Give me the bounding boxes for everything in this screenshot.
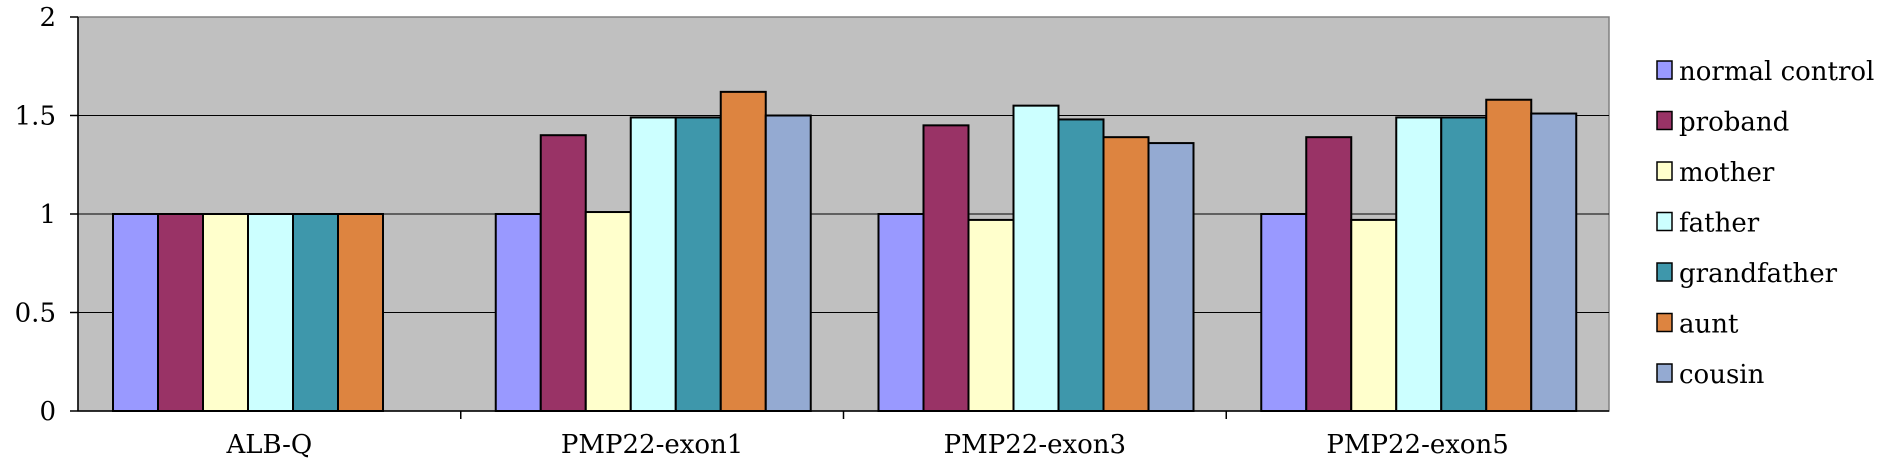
bar-proband xyxy=(539,134,587,412)
legend-swatch xyxy=(1656,110,1673,131)
bar-proband xyxy=(1305,136,1353,412)
y-tick-label: 2 xyxy=(39,3,56,33)
bars-group xyxy=(112,90,1578,413)
legend-label: proband xyxy=(1679,108,1789,138)
bar-aunt xyxy=(1485,98,1533,413)
legend-label: father xyxy=(1679,209,1760,239)
bar-father xyxy=(247,213,294,412)
bar-cousin xyxy=(764,114,812,412)
legend-swatch xyxy=(1656,211,1673,232)
bar-cousin xyxy=(1147,142,1195,413)
bar-normal-control xyxy=(877,213,925,412)
bar-aunt xyxy=(337,213,384,412)
bar-mother xyxy=(584,211,632,412)
bar-father xyxy=(629,116,677,412)
x-category-label: PMP22-exon3 xyxy=(944,430,1126,460)
bar-aunt xyxy=(719,90,767,413)
bar-proband xyxy=(157,213,204,412)
bar-normal-control xyxy=(112,213,159,412)
legend-swatch xyxy=(1656,60,1673,80)
bar-father xyxy=(1395,116,1443,412)
bar-grandfather xyxy=(292,213,339,412)
legend: normal control proband mother father grandfa… xyxy=(1656,57,1874,390)
bar-aunt xyxy=(1102,136,1150,412)
legend-swatch xyxy=(1656,312,1673,333)
x-axis-ticks: ALB-Q PMP22-exon1 PMP22-exon3 PMP22-exon5 xyxy=(226,411,1509,460)
y-tick-label: 0 xyxy=(39,397,56,427)
bar-mother xyxy=(967,218,1015,412)
bar-grandfather xyxy=(1057,118,1105,412)
bar-grandfather xyxy=(674,116,722,412)
legend-label: grandfather xyxy=(1679,259,1838,289)
y-tick-label: 0.5 xyxy=(15,299,56,329)
legend-label: normal control xyxy=(1679,57,1874,87)
bar-cousin xyxy=(1530,112,1578,412)
bar-proband xyxy=(922,124,970,412)
bar-father xyxy=(1012,104,1060,413)
x-category-label: PMP22-exon1 xyxy=(561,430,743,460)
legend-label: aunt xyxy=(1679,310,1739,340)
y-tick-label: 1 xyxy=(39,200,56,230)
legend-swatch xyxy=(1656,161,1673,181)
bar-grandfather xyxy=(1440,116,1488,412)
legend-label: mother xyxy=(1679,158,1775,188)
legend-swatch xyxy=(1656,262,1673,282)
y-tick-label: 1.5 xyxy=(15,102,56,132)
legend-swatch xyxy=(1656,363,1673,383)
y-axis-ticks: 0 0.5 1 1.5 2 xyxy=(15,3,78,427)
bar-normal-control xyxy=(1260,213,1308,412)
bar-mother xyxy=(202,213,249,412)
bar-mother xyxy=(1350,218,1398,412)
bar-normal-control xyxy=(494,213,542,412)
x-category-label: ALB-Q xyxy=(226,430,313,460)
legend-label: cousin xyxy=(1679,360,1765,390)
x-category-label: PMP22-exon5 xyxy=(1326,430,1508,460)
